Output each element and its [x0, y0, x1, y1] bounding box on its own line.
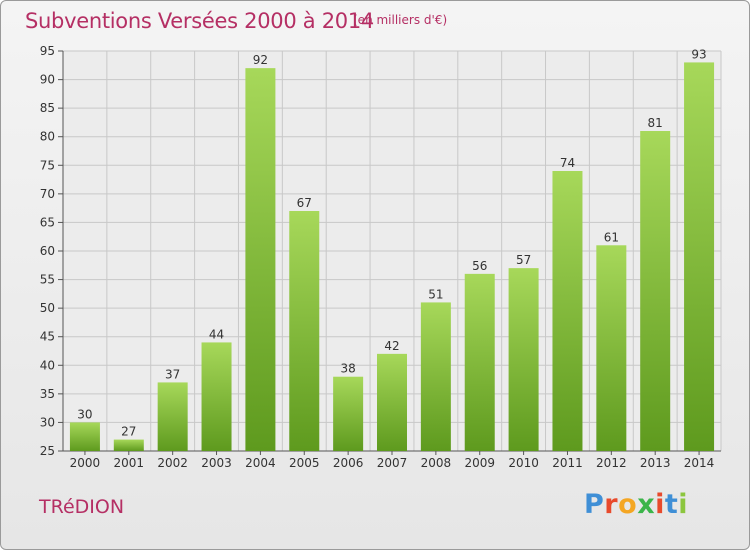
- bar-2001: [113, 439, 144, 451]
- logo-letter: P: [584, 489, 605, 520]
- bar-2014: [684, 62, 715, 452]
- bar-2000: [69, 422, 100, 451]
- x-tick-label-2011: 2011: [552, 456, 583, 470]
- value-label-2005: 67: [297, 196, 312, 210]
- y-tick-label: 90: [40, 73, 55, 87]
- x-tick-label-2005: 2005: [289, 456, 320, 470]
- x-tick-label-2013: 2013: [640, 456, 671, 470]
- y-tick-label: 70: [40, 187, 55, 201]
- value-label-2002: 37: [165, 367, 180, 381]
- logo-letter: i: [655, 489, 665, 520]
- bar-2006: [333, 376, 364, 451]
- bar-2012: [596, 245, 627, 451]
- value-label-2003: 44: [209, 327, 224, 341]
- labels: 25 30 35 40 45 50 55 60 65 70 75 80 85 90 95 30 2000 27 20…: [40, 44, 715, 470]
- bar-2007: [377, 353, 407, 451]
- x-tick-label-2014: 2014: [684, 456, 715, 470]
- x-tick-label-2006: 2006: [333, 456, 364, 470]
- value-label-2014: 93: [691, 47, 706, 61]
- bar-2009: [464, 273, 495, 451]
- y-tick-label: 85: [40, 101, 55, 115]
- y-tick-label: 95: [40, 44, 55, 58]
- y-tick-label: 25: [40, 444, 55, 458]
- bar-2013: [640, 131, 671, 451]
- x-tick-label-2007: 2007: [377, 456, 408, 470]
- value-label-2013: 81: [648, 116, 663, 130]
- bars: [69, 62, 715, 452]
- x-tick-label-2002: 2002: [157, 456, 188, 470]
- x-tick-label-2003: 2003: [201, 456, 232, 470]
- value-label-2000: 30: [77, 407, 92, 421]
- proxiti-logo: Proxiti: [584, 489, 688, 520]
- y-tick-label: 30: [40, 415, 55, 429]
- chart-title: Subventions Versées 2000 à 2014: [25, 9, 374, 33]
- x-tick-label-2004: 2004: [245, 456, 276, 470]
- value-label-2004: 92: [253, 53, 268, 67]
- y-tick-label: 40: [40, 358, 55, 372]
- y-tick-label: 80: [40, 130, 55, 144]
- bar-2008: [420, 302, 451, 451]
- x-tick-label-2012: 2012: [596, 456, 627, 470]
- value-label-2011: 74: [560, 156, 575, 170]
- bar-2011: [552, 171, 583, 451]
- value-label-2008: 51: [428, 287, 443, 301]
- x-tick-label-2001: 2001: [114, 456, 145, 470]
- y-tick-label: 35: [40, 387, 55, 401]
- bar-2003: [201, 342, 232, 451]
- x-tick-label-2008: 2008: [421, 456, 452, 470]
- commune-name: TRéDION: [39, 496, 125, 518]
- bar-2010: [508, 268, 539, 451]
- x-tick-label-2010: 2010: [508, 456, 539, 470]
- chart-subtitle: (en milliers d'€): [353, 13, 448, 27]
- x-tick-label-2009: 2009: [464, 456, 495, 470]
- value-label-2009: 56: [472, 259, 487, 273]
- logo-letter: o: [618, 489, 638, 520]
- y-tick-label: 60: [40, 244, 55, 258]
- x-tick-label-2000: 2000: [70, 456, 101, 470]
- value-label-2001: 27: [121, 425, 136, 439]
- bar-2002: [157, 382, 188, 451]
- value-label-2007: 42: [384, 339, 399, 353]
- bar-2004: [245, 68, 276, 452]
- y-tick-label: 65: [40, 215, 55, 229]
- y-tick-label: 55: [40, 273, 55, 287]
- y-tick-label: 45: [40, 330, 55, 344]
- logo-letter: x: [637, 489, 656, 520]
- logo-letter: t: [664, 489, 679, 520]
- value-label-2012: 61: [604, 230, 619, 244]
- logo-letter: i: [678, 489, 689, 520]
- bar-2005: [289, 211, 320, 451]
- y-tick-label: 75: [40, 158, 55, 172]
- value-label-2006: 38: [340, 362, 355, 376]
- logo-letter: r: [604, 489, 619, 520]
- value-label-2010: 57: [516, 253, 531, 267]
- y-tick-label: 50: [40, 301, 55, 315]
